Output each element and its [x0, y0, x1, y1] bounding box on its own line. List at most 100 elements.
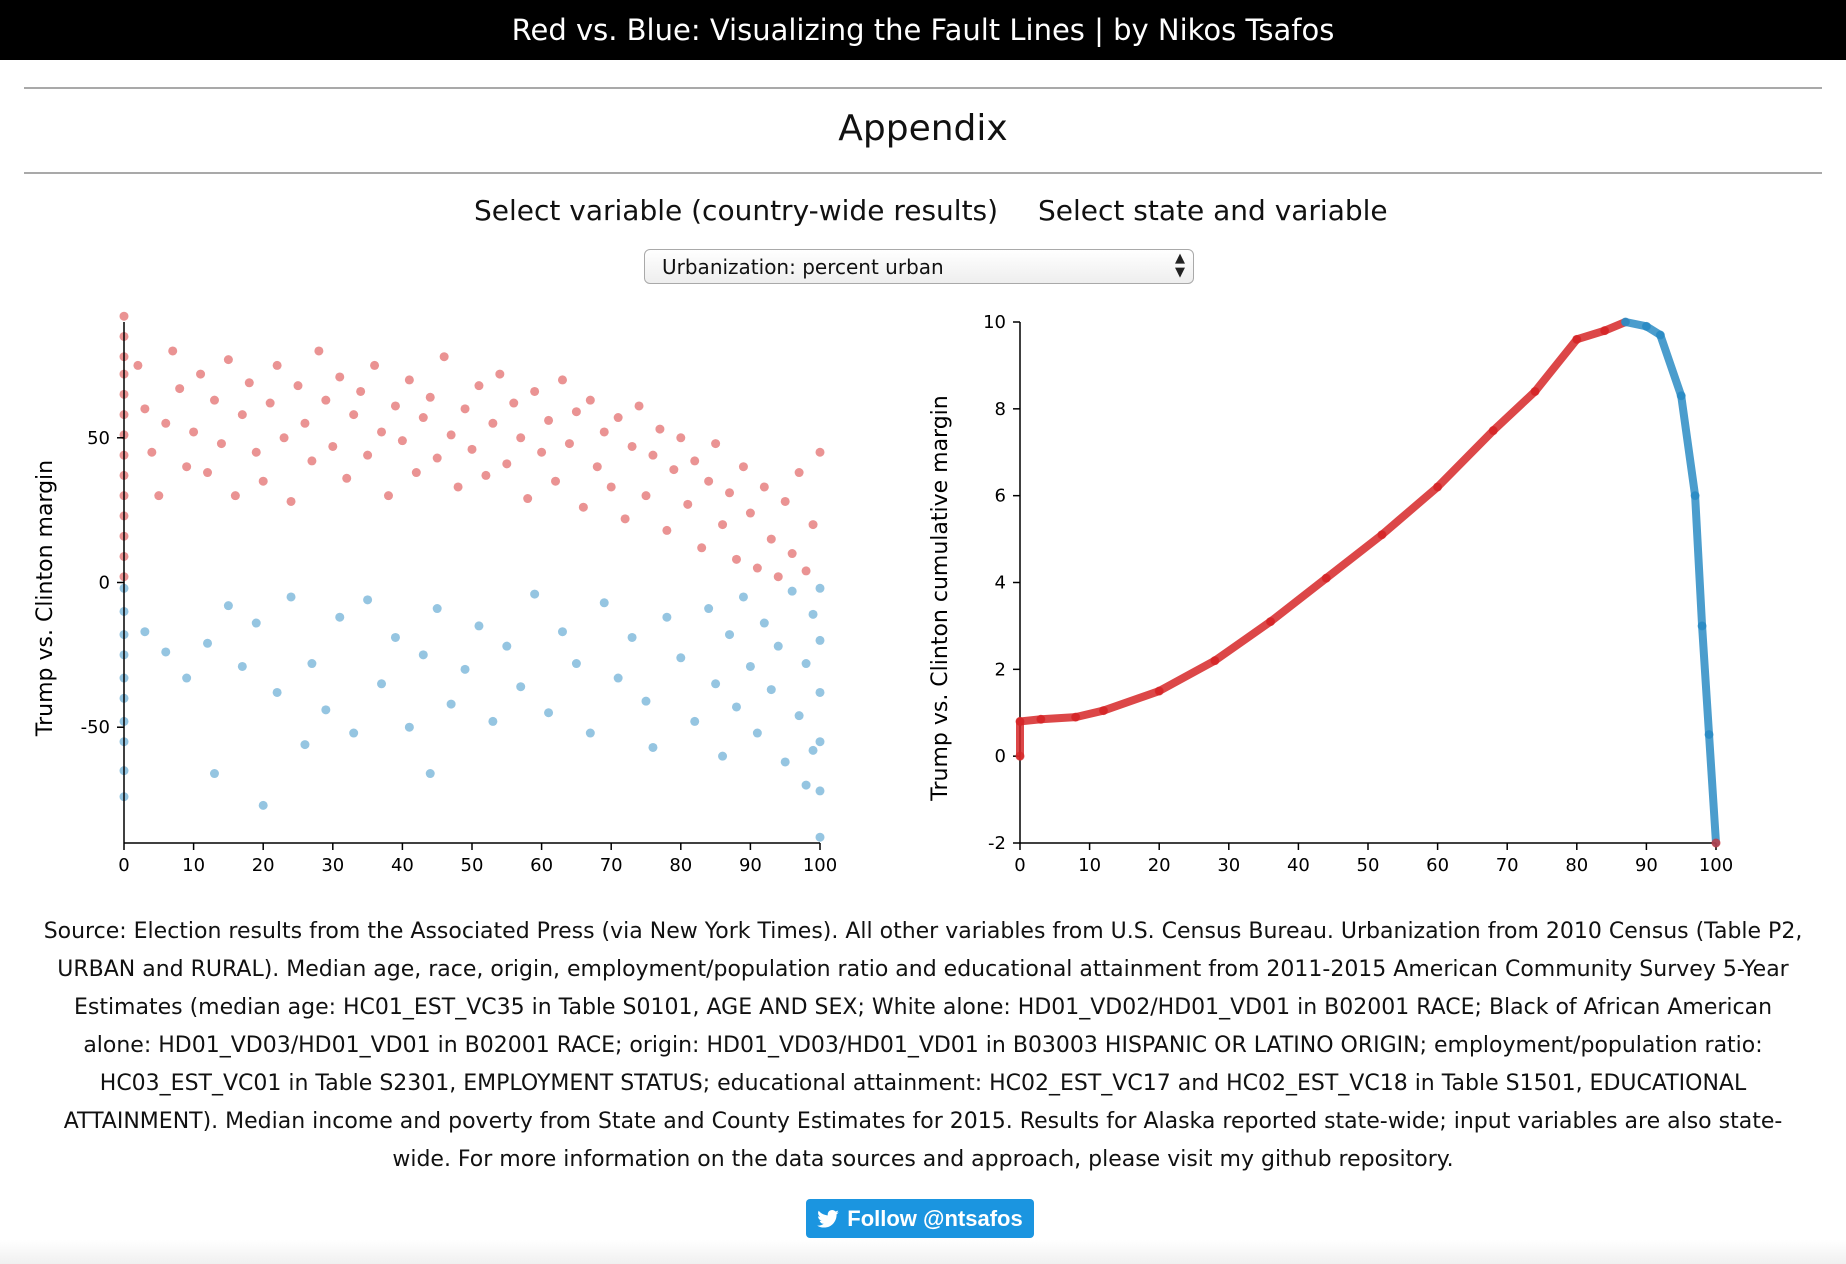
scatter-point: [544, 708, 554, 718]
scatter-point: [474, 381, 484, 391]
line-point: [1711, 838, 1721, 848]
scatter-chart: 0 10 20 30 40 50 60 70 80 90 100 50 0 -50 Trump vs. C…: [33, 311, 837, 876]
y-tick-label: 2: [995, 659, 1006, 680]
scatter-point: [613, 413, 623, 423]
y-axis-title: Trump vs. Clinton cumulative margin: [928, 395, 953, 802]
scatter-point: [557, 627, 567, 637]
x-tick-label: 70: [600, 855, 623, 876]
scatter-point: [467, 444, 477, 454]
line-point: [1641, 321, 1651, 331]
scatter-point: [704, 476, 714, 486]
scatter-point: [571, 659, 581, 669]
line-segment: [1210, 617, 1275, 665]
x-tick-label: 30: [321, 855, 344, 876]
scatter-point: [397, 436, 407, 446]
x-tick-label: 90: [739, 855, 762, 876]
follow-button[interactable]: Follow @ntsafos: [806, 1199, 1034, 1238]
scatter-point: [773, 641, 783, 651]
scatter-point: [432, 604, 442, 614]
y-tick-label: 6: [995, 486, 1006, 507]
scatter-point: [383, 491, 393, 501]
scatter-point: [251, 447, 261, 457]
x-tick-label: 30: [1217, 855, 1240, 876]
scatter-point: [230, 491, 240, 501]
line-point: [1621, 317, 1631, 327]
scatter-point: [544, 415, 554, 425]
scatter-point: [662, 612, 672, 622]
scatter-point: [745, 661, 755, 671]
scatter-point: [627, 441, 637, 451]
scatter-point: [773, 572, 783, 582]
variable-select[interactable]: Urbanization: percent urban ▲ ▼: [644, 249, 1194, 284]
scatter-point: [718, 751, 728, 761]
scatter-point: [676, 433, 686, 443]
scatter-point: [390, 632, 400, 642]
scatter-point: [578, 502, 588, 512]
scatter-point: [648, 742, 658, 752]
line-point: [1530, 386, 1540, 396]
scatter-point: [516, 682, 526, 692]
scatter-point: [258, 800, 268, 810]
scatter-point: [446, 430, 456, 440]
scatter-point: [585, 728, 595, 738]
scatter-point: [196, 369, 206, 379]
x-tick-label: 40: [1287, 855, 1310, 876]
scatter-point: [175, 384, 185, 394]
y-tick-label: -50: [81, 717, 110, 738]
scatter-point: [787, 549, 797, 559]
scatter-point: [613, 673, 623, 683]
source-note: Source: Election results from the Associ…: [43, 919, 1803, 1172]
scatter-point: [168, 346, 178, 356]
scatter-point: [606, 482, 616, 492]
scatter-point: [307, 659, 317, 669]
scatter-point: [182, 673, 192, 683]
scatter-point: [502, 641, 512, 651]
scatter-point: [711, 679, 721, 689]
line-point: [1488, 426, 1498, 436]
scatter-point: [300, 418, 310, 428]
line-segment: [1433, 426, 1498, 491]
scatter-point: [801, 566, 811, 576]
scatter-point: [265, 398, 275, 408]
y-tick-label: 4: [995, 573, 1006, 594]
line-point: [1600, 326, 1610, 336]
scatter-point: [808, 745, 818, 755]
scatter-point: [223, 601, 233, 611]
line-point: [1099, 706, 1109, 716]
scatter-point: [697, 543, 707, 553]
scatter-point: [133, 360, 143, 370]
scatter-point: [808, 609, 818, 619]
scatter-point: [676, 653, 686, 663]
line-segment: [1691, 491, 1707, 630]
scatter-point: [780, 496, 790, 506]
line-point: [1266, 617, 1276, 627]
scatter-point: [342, 473, 352, 483]
scatter-point: [523, 494, 533, 504]
line-segment: [1322, 530, 1386, 583]
line-point: [1015, 751, 1025, 761]
scatter-point: [203, 638, 213, 648]
scatter-point: [307, 456, 317, 466]
line-segment: [1698, 621, 1714, 739]
scatter-point: [140, 404, 150, 414]
x-tick-label: 20: [252, 855, 275, 876]
scatter-point: [404, 722, 414, 732]
scatter-point: [300, 740, 310, 750]
scatter-point: [648, 450, 658, 460]
section-title: Appendix: [838, 108, 1008, 149]
scatter-point: [216, 439, 226, 449]
line-segment: [1036, 713, 1080, 724]
scatter-point: [432, 453, 442, 463]
scatter-point: [592, 462, 602, 472]
scatter-point: [244, 378, 254, 388]
line-point: [1704, 729, 1714, 739]
scatter-point: [272, 360, 282, 370]
scatter-point: [669, 465, 679, 475]
scatter-point: [564, 439, 574, 449]
scatter-point: [752, 728, 762, 738]
scatter-point: [509, 398, 519, 408]
scatter-point: [787, 586, 797, 596]
line-point: [1210, 656, 1220, 666]
scatter-point: [460, 664, 470, 674]
